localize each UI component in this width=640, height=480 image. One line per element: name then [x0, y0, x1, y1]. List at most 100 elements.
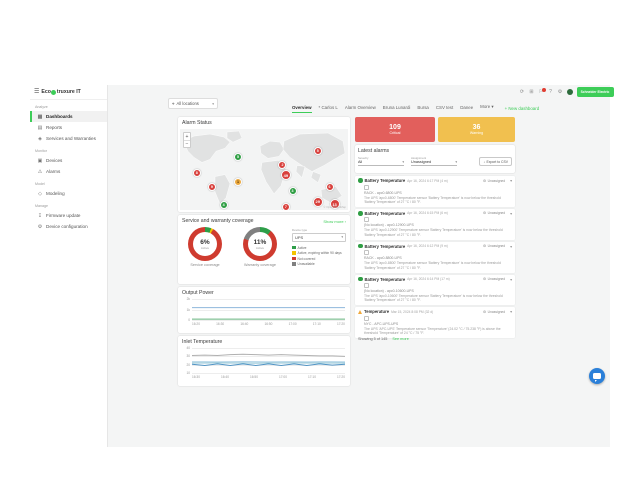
map-marker[interactable]: 2: [278, 160, 287, 169]
alarm-assignee[interactable]: ⚙ Unassigned: [483, 244, 505, 248]
map-marker[interactable]: 49: [280, 170, 291, 181]
map-marker[interactable]: 29: [312, 196, 323, 207]
legend-item: Active: [292, 246, 346, 250]
settings-icon[interactable]: ⚙: [557, 88, 563, 95]
map-marker[interactable]: 5: [313, 146, 322, 155]
app-logo: Eco truxure IT: [41, 89, 81, 95]
alarm-list-item[interactable]: Battery Temperature Apr 16, 2024 6:15 PM …: [355, 208, 515, 240]
chat-icon: [593, 373, 601, 382]
sidebar-item-dashboards[interactable]: ▦ Dashboards: [30, 111, 107, 122]
sidebar-item-reports[interactable]: ▤ Reports: [30, 122, 107, 133]
sidebar-section-label: Manage: [35, 204, 48, 208]
sidebar-item-devices[interactable]: ▣ Devices: [30, 155, 107, 166]
map-marker[interactable]: 1: [233, 177, 242, 186]
tab-bursa[interactable]: Bursa: [417, 105, 429, 110]
map-marker[interactable]: 7: [281, 202, 290, 210]
tab-overview[interactable]: Overview: [292, 105, 312, 113]
tab-more[interactable]: More ▾: [480, 104, 494, 109]
map-marker[interactable]: 3: [288, 187, 297, 196]
map-marker[interactable]: 13: [329, 199, 340, 210]
critical-label: Critical: [389, 131, 401, 136]
chat-fab-button[interactable]: [589, 368, 605, 384]
device-type-select[interactable]: UPS ▾: [292, 232, 346, 242]
export-csv-button[interactable]: ↓ Export to CSV: [479, 157, 512, 166]
brand: ☰ Eco truxure IT: [30, 85, 107, 100]
alarm-list-item[interactable]: Temperature Mar 15, 2024 8:08 PM (32 d) ⚙ U…: [355, 307, 515, 339]
warranty-coverage-label: Warranty coverage: [244, 263, 276, 267]
expand-alarm-icon[interactable]: ▾: [510, 244, 512, 249]
severity-filter-select[interactable]: Severity All ▾: [358, 156, 404, 166]
gridline: [192, 320, 345, 321]
tab-carlos-l[interactable]: * Carlos L: [318, 105, 338, 110]
tab-danee[interactable]: Danee: [460, 105, 474, 110]
expand-alarm-icon[interactable]: ▾: [510, 179, 512, 183]
coverage-title: Service and warranty coverage: [182, 218, 254, 224]
menu-icon[interactable]: ☰: [34, 89, 40, 95]
alarm-list-item[interactable]: Battery Temperature Apr 16, 2024 6:17 PM …: [355, 176, 515, 207]
expand-alarm-icon[interactable]: ▾: [510, 211, 512, 216]
alarm-assignee[interactable]: ⚙ Unassigned: [483, 211, 505, 215]
sidebar-item-device-configuration[interactable]: ⚙ Device configuration: [30, 221, 107, 232]
device-configuration-icon: ⚙: [37, 223, 43, 230]
map-zoom-in-button[interactable]: +: [185, 133, 189, 140]
legend-label: Active, expiring within 90 days: [297, 251, 342, 255]
sidebar-item-modeling[interactable]: ◇ Modeling: [30, 188, 107, 199]
alarm-assignee[interactable]: ⚙ Unassigned: [483, 277, 505, 281]
map-marker[interactable]: 9: [207, 182, 216, 191]
alarm-timestamp: Mar 15, 2024 8:08 PM (32 d): [391, 309, 434, 314]
devices-icon: ▣: [37, 157, 43, 164]
map-marker[interactable]: 6: [325, 182, 334, 191]
see-more-link[interactable]: See more: [392, 337, 409, 341]
sidebar-item-services-and-warranties[interactable]: ◈ Services and Warranties: [30, 133, 107, 144]
alarm-description: The UPS 'apc0-12900' Temperature sensor …: [364, 228, 503, 237]
map-zoom-out-button[interactable]: −: [184, 140, 190, 147]
critical-alarms-card[interactable]: 109 Critical: [355, 117, 435, 142]
inlet-temperature-chart: 40 30 20 10: [186, 346, 345, 375]
y-axis-tick: 10: [186, 371, 190, 375]
cleared-severity-icon: [358, 178, 363, 183]
download-icon: ↓: [483, 159, 486, 164]
sidebar-item-firmware-update[interactable]: ↧ Firmware update: [30, 210, 107, 221]
warranty-coverage-percent: 11%: [253, 238, 267, 246]
latest-alarms-list: Battery Temperature Apr 16, 2024 6:17 PM …: [355, 176, 515, 340]
location-filter-select[interactable]: ⌖ All locations ▾: [168, 98, 218, 109]
sidebar-item-alarms[interactable]: ⚠ Alarms: [30, 166, 107, 177]
inlet-temperature-card: Inlet Temperature 40 30 20 10 16:30 16:40 16:…: [178, 336, 350, 386]
y-axis-tick: 20: [186, 362, 190, 367]
dashboards-icon: ▦: [37, 113, 43, 120]
assignment-filter-label: Assignment: [411, 155, 427, 160]
coverage-show-more-link[interactable]: Show more ›: [323, 218, 346, 224]
alarm-list-item[interactable]: Battery Temperature Apr 16, 2024 6:14 PM …: [355, 274, 515, 306]
tab-bruna-lunardi[interactable]: Bruna Lunardi: [382, 105, 411, 110]
avatar[interactable]: [566, 88, 573, 96]
refresh-icon[interactable]: ⟳: [519, 88, 525, 95]
new-dashboard-link[interactable]: + New dashboard: [504, 106, 540, 111]
cleared-severity-icon: [358, 211, 363, 216]
help-icon[interactable]: ?: [549, 88, 552, 95]
map-marker[interactable]: 8: [192, 168, 201, 177]
assignment-filter-select[interactable]: Assignment Unassigned ▾: [411, 155, 457, 166]
world-map[interactable]: + − 8 9 1 5 2 49 3 5 6 29 13 4 7 © OpenStreetMap: [180, 129, 348, 210]
sidebar-item-label: Device configuration: [46, 224, 88, 229]
legend-swatch: [292, 256, 296, 261]
alarms-icon: ⚠: [37, 168, 43, 175]
alarm-assignee[interactable]: ⚙ Unassigned: [483, 310, 505, 314]
map-marker[interactable]: 4: [219, 201, 228, 210]
alarm-assignee[interactable]: ⚙ Unassigned: [483, 179, 505, 183]
expand-alarm-icon[interactable]: ▾: [510, 310, 512, 315]
alarm-list-item[interactable]: Battery Temperature Apr 16, 2024 6:12 PM …: [355, 241, 515, 273]
warning-alarms-card[interactable]: 36 Warning: [438, 117, 515, 142]
notifications-icon[interactable]: ⚐: [538, 87, 546, 95]
tab-csv-test[interactable]: CSV test: [435, 105, 454, 110]
firmware-update-icon: ↧: [37, 212, 43, 219]
gear-icon: ⚙: [483, 309, 487, 314]
schneider-logo-button[interactable]: Schneider Electric: [576, 87, 614, 97]
alarm-description: The UPS 'apc0-10600' Temperature sensor …: [364, 294, 503, 303]
expand-alarm-icon[interactable]: ▾: [510, 277, 512, 282]
alarm-title: Temperature: [364, 309, 390, 315]
tab-alarm-overview[interactable]: Alarm Overview: [344, 105, 376, 110]
map-marker[interactable]: 5: [233, 152, 242, 161]
device-type-icon: [364, 184, 369, 190]
topbar-icons: ⟳ ⊞ ⚐? ⚙ Schneider Electric: [519, 87, 614, 97]
apps-grid-icon[interactable]: ⊞: [529, 88, 534, 95]
